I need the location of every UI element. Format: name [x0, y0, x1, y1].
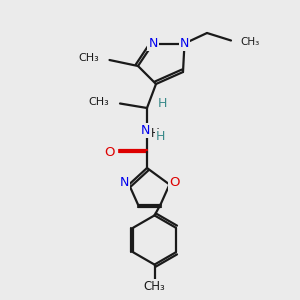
- Text: H: H: [151, 127, 160, 140]
- Text: N: N: [148, 37, 158, 50]
- Text: CH₃: CH₃: [240, 37, 259, 47]
- Text: H: H: [156, 130, 165, 143]
- Text: H: H: [157, 97, 167, 110]
- Text: N: N: [180, 37, 189, 50]
- Text: N: N: [141, 124, 150, 137]
- Text: O: O: [104, 146, 115, 159]
- Text: N: N: [120, 176, 129, 190]
- Text: CH₃: CH₃: [89, 97, 110, 107]
- Text: CH₃: CH₃: [78, 53, 99, 64]
- Text: O: O: [169, 176, 179, 190]
- Text: CH₃: CH₃: [144, 280, 165, 293]
